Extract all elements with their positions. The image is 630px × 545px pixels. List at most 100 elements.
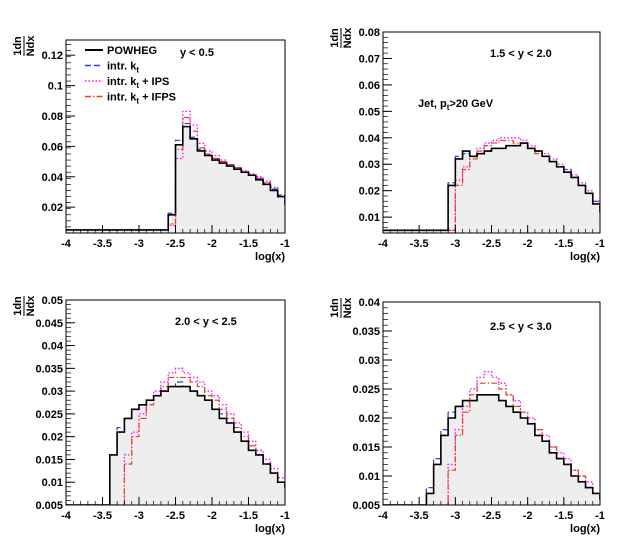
x-tick-label: -2.5: [166, 510, 185, 522]
powheg-fill: [383, 394, 600, 505]
x-tick-label: -3: [450, 510, 460, 522]
x-tick-label: -3: [450, 238, 460, 250]
y-label-numerator: 1dn: [329, 298, 341, 318]
x-tick-label: -2: [207, 238, 217, 250]
x-tick-label: -3.5: [410, 238, 429, 250]
x-tick-label: -2: [523, 238, 533, 250]
y-tick-label: 0.03: [359, 355, 380, 367]
legend-label-intr-kt-ifps: intr. kt + IFPS: [107, 92, 176, 106]
powheg-fill: [66, 386, 285, 505]
x-tick-label: -1: [595, 510, 605, 522]
y-tick-label: 0.1: [48, 81, 63, 93]
series-intr-kt-ips: [383, 370, 600, 505]
y-label-numerator: 1dn: [12, 36, 24, 56]
series-intr-kt-ifps: [383, 382, 600, 505]
y-label-numerator: 1dn: [12, 296, 24, 316]
chart-panel-2: -4 -3.5 -3 -2.5 -2 -1.5 -1 0.01 0.02 0.03 0.04 0.05…: [329, 27, 605, 263]
x-tick-label: -3.5: [410, 510, 429, 522]
y-tick-label: 0.035: [35, 363, 63, 375]
y-tick-label: 0.02: [42, 202, 63, 214]
y-tick-label: 0.005: [352, 500, 380, 512]
x-tick-label: -2.5: [482, 510, 501, 522]
x-tick-label: -4: [378, 238, 389, 250]
series-powheg: [383, 394, 600, 505]
x-axis-label: log(x): [570, 251, 600, 263]
x-tick-label: -1.5: [554, 510, 573, 522]
y-tick-label: 0.04: [42, 172, 64, 184]
x-axis-label: log(x): [570, 523, 600, 535]
chart-panel-4: -4 -3.5 -3 -2.5 -2 -1.5 -1 0.005 0.01 0.015 0.02 0.…: [329, 297, 605, 535]
y-label-denominator: Ndx: [342, 27, 354, 49]
y-axis-label: 1dn Ndx: [12, 295, 37, 317]
y-axis-label: 1dn Ndx: [329, 297, 354, 319]
panel-title: y < 0.5: [180, 47, 214, 59]
y-tick-label: 0.015: [352, 442, 380, 454]
y-tick-label: 0.08: [359, 27, 380, 39]
x-tick-label: -4: [378, 510, 389, 522]
y-tick-label: 0.045: [35, 318, 63, 330]
x-tick-label: -3.5: [93, 238, 112, 250]
y-label-denominator: Ndx: [342, 297, 354, 319]
y-tick-label: 0.01: [42, 477, 63, 489]
panel-title: 2.5 < y < 3.0: [490, 321, 552, 333]
y-label-numerator: 1dn: [329, 28, 341, 48]
powheg-fill: [383, 143, 600, 233]
y-tick-label: 0.01: [359, 471, 380, 483]
series-powheg: [383, 142, 600, 232]
y-tick-label: 0.03: [42, 386, 63, 398]
y-tick-label: 0.02: [42, 432, 63, 444]
x-tick-label: -1: [280, 510, 290, 522]
x-tick-label: -4: [61, 238, 72, 250]
y-label-denominator: Ndx: [25, 295, 37, 317]
x-tick-label: -1.5: [239, 238, 258, 250]
x-axis-label: log(x): [255, 251, 285, 263]
y-tick-label: 0.035: [352, 326, 380, 338]
y-tick-label: 0.04: [359, 133, 381, 145]
y-tick-label: 0.02: [359, 186, 380, 198]
y-tick-label: 0.07: [359, 53, 380, 65]
panel-title: 2.0 < y < 2.5: [175, 316, 237, 328]
x-tick-label: -1: [280, 238, 290, 250]
panel-title: 1.5 < y < 2.0: [490, 48, 552, 60]
legend-label-powheg: POWHEG: [107, 45, 157, 57]
x-tick-label: -1.5: [554, 238, 573, 250]
y-label-denominator: Ndx: [25, 35, 37, 57]
y-tick-label: 0.05: [42, 295, 63, 307]
series-powheg: [66, 385, 285, 505]
y-tick-label: 0.025: [352, 384, 380, 396]
x-tick-label: -1.5: [239, 510, 258, 522]
x-tick-label: -3: [134, 238, 144, 250]
x-tick-label: -4: [61, 510, 72, 522]
x-tick-label: -3.5: [93, 510, 112, 522]
y-tick-label: 0.01: [359, 212, 380, 224]
chart-panel-1: -4 -3.5 -3 -2.5 -2 -1.5 -1 0.02 0.04 0.06 0.08 0.1 0…: [12, 35, 290, 263]
y-tick-label: 0.04: [42, 341, 64, 353]
chart-panel-3: -4 -3.5 -3 -2.5 -2 -1.5 -1 0.005 0.01 0.015 0.02 0.…: [12, 295, 290, 535]
y-axis-label: 1dn Ndx: [12, 35, 37, 57]
y-tick-label: 0.015: [35, 454, 63, 466]
y-tick-label: 0.06: [42, 141, 63, 153]
y-tick-label: 0.005: [35, 500, 63, 512]
x-tick-label: -2.5: [482, 238, 501, 250]
y-tick-label: 0.08: [42, 111, 63, 123]
series-intr-kt-ifps: [66, 376, 285, 505]
y-tick-label: 0.06: [359, 80, 380, 92]
y-axis-label: 1dn Ndx: [329, 27, 354, 49]
legend-label-intr-kt: intr. kt: [107, 61, 139, 75]
y-tick-label: 0.02: [359, 413, 380, 425]
series-intr-kt: [66, 381, 285, 505]
series-intr-kt-ips: [66, 367, 285, 505]
y-tick-label: 0.04: [359, 297, 381, 309]
y-tick-label: 0.05: [359, 106, 380, 118]
x-tick-label: -1: [595, 238, 605, 250]
x-tick-label: -2: [523, 510, 533, 522]
legend-label-intr-kt-ips: intr. kt + IPS: [107, 76, 169, 90]
y-tick-label: 0.03: [359, 159, 380, 171]
x-tick-label: -2.5: [166, 238, 185, 250]
x-tick-label: -2: [207, 510, 217, 522]
y-tick-label: 0.12: [42, 50, 63, 62]
panel-subtitle: Jet, pt>20 GeV: [418, 98, 494, 112]
x-tick-label: -3: [134, 510, 144, 522]
